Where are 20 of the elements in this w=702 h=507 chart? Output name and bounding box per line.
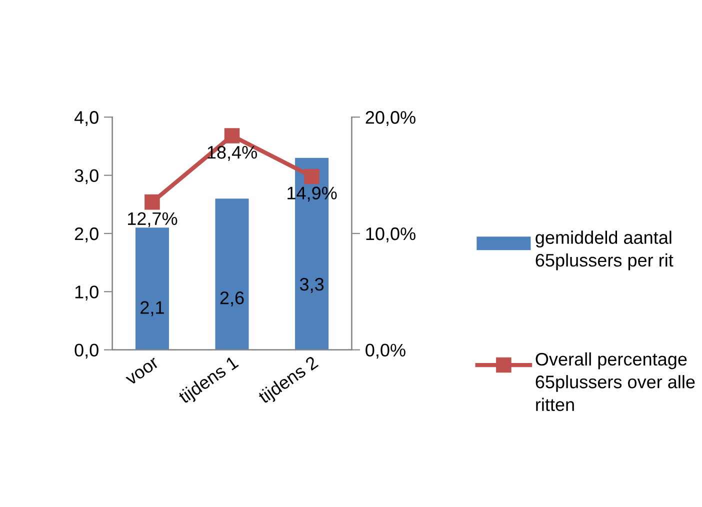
point — [224, 128, 240, 144]
point — [304, 168, 320, 184]
y2-tick-label: 20,0% — [366, 111, 416, 126]
y-tick-label: 2,0 — [74, 227, 98, 242]
bar — [215, 198, 249, 350]
bar — [135, 228, 169, 350]
y2-tick-label: 10,0% — [366, 227, 416, 242]
y2-tick-label: 0,0% — [366, 344, 406, 359]
y-tick-label: 3,0 — [74, 169, 98, 184]
y-tick-label: 1,0 — [75, 286, 98, 301]
data-label: 2,6 — [220, 291, 244, 306]
data-label: 12,7% — [128, 212, 178, 228]
y-tick-label: 0,0 — [74, 344, 98, 359]
legend-label: gemiddeld aantal 65plussers per rit — [536, 230, 674, 270]
point — [144, 194, 160, 210]
y-tick-label: 4,0 — [74, 111, 98, 126]
x-tick-label: voor — [125, 358, 160, 386]
legend-label: Overall percentage 65plussers over alle ritten — [536, 352, 695, 412]
data-label: 2,1 — [140, 301, 164, 316]
data-label: 3,3 — [300, 278, 324, 293]
